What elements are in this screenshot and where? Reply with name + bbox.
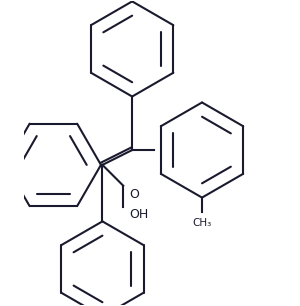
Text: CH₃: CH₃ [192, 218, 212, 228]
Text: OH: OH [129, 208, 148, 221]
Text: O: O [129, 188, 139, 201]
